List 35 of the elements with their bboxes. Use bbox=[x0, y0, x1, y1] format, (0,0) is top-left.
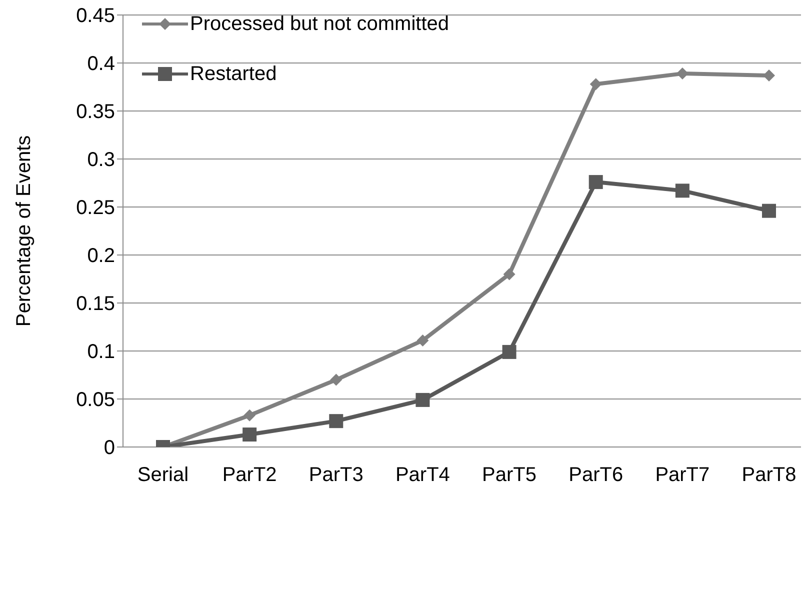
y-tick-label: 0.45 bbox=[76, 5, 115, 28]
point bbox=[416, 334, 429, 346]
point bbox=[330, 374, 342, 386]
y-tick-label: 0.2 bbox=[87, 245, 115, 268]
y-tick-label: 0.25 bbox=[76, 197, 115, 220]
point bbox=[502, 344, 516, 359]
x-tick-label: ParT6 bbox=[568, 464, 624, 486]
x-tick-label: ParT3 bbox=[308, 464, 364, 486]
y-tick-label: 0.3 bbox=[87, 149, 115, 172]
y-tick-label: 0.15 bbox=[76, 293, 115, 316]
point bbox=[503, 268, 516, 280]
legend-label: Restarted bbox=[190, 62, 277, 86]
y-tick-label: 0.05 bbox=[76, 389, 115, 412]
x-tick-label: ParT5 bbox=[482, 464, 537, 486]
point bbox=[763, 69, 775, 82]
point bbox=[329, 414, 344, 428]
point bbox=[590, 78, 602, 90]
x-tick-label: ParT2 bbox=[222, 464, 277, 486]
y-tick-label: 0.4 bbox=[87, 53, 115, 76]
x-tick-label: ParT8 bbox=[742, 464, 796, 486]
point bbox=[588, 175, 603, 190]
legend-label: Processed but not committed bbox=[190, 12, 450, 36]
point bbox=[242, 428, 257, 442]
point bbox=[676, 68, 688, 80]
y-tick-label: 0.1 bbox=[87, 341, 115, 364]
x-tick-label: Serial bbox=[137, 464, 189, 486]
point bbox=[675, 184, 690, 198]
point bbox=[416, 392, 430, 407]
x-tick-label: ParT7 bbox=[655, 464, 710, 486]
point bbox=[244, 409, 256, 422]
y-tick-label: 0.35 bbox=[76, 101, 115, 124]
x-tick-label: ParT4 bbox=[395, 464, 450, 486]
y-tick-label: 0 bbox=[104, 437, 115, 460]
y-axis-title: Percentage of Events bbox=[13, 135, 36, 327]
point bbox=[762, 204, 776, 218]
